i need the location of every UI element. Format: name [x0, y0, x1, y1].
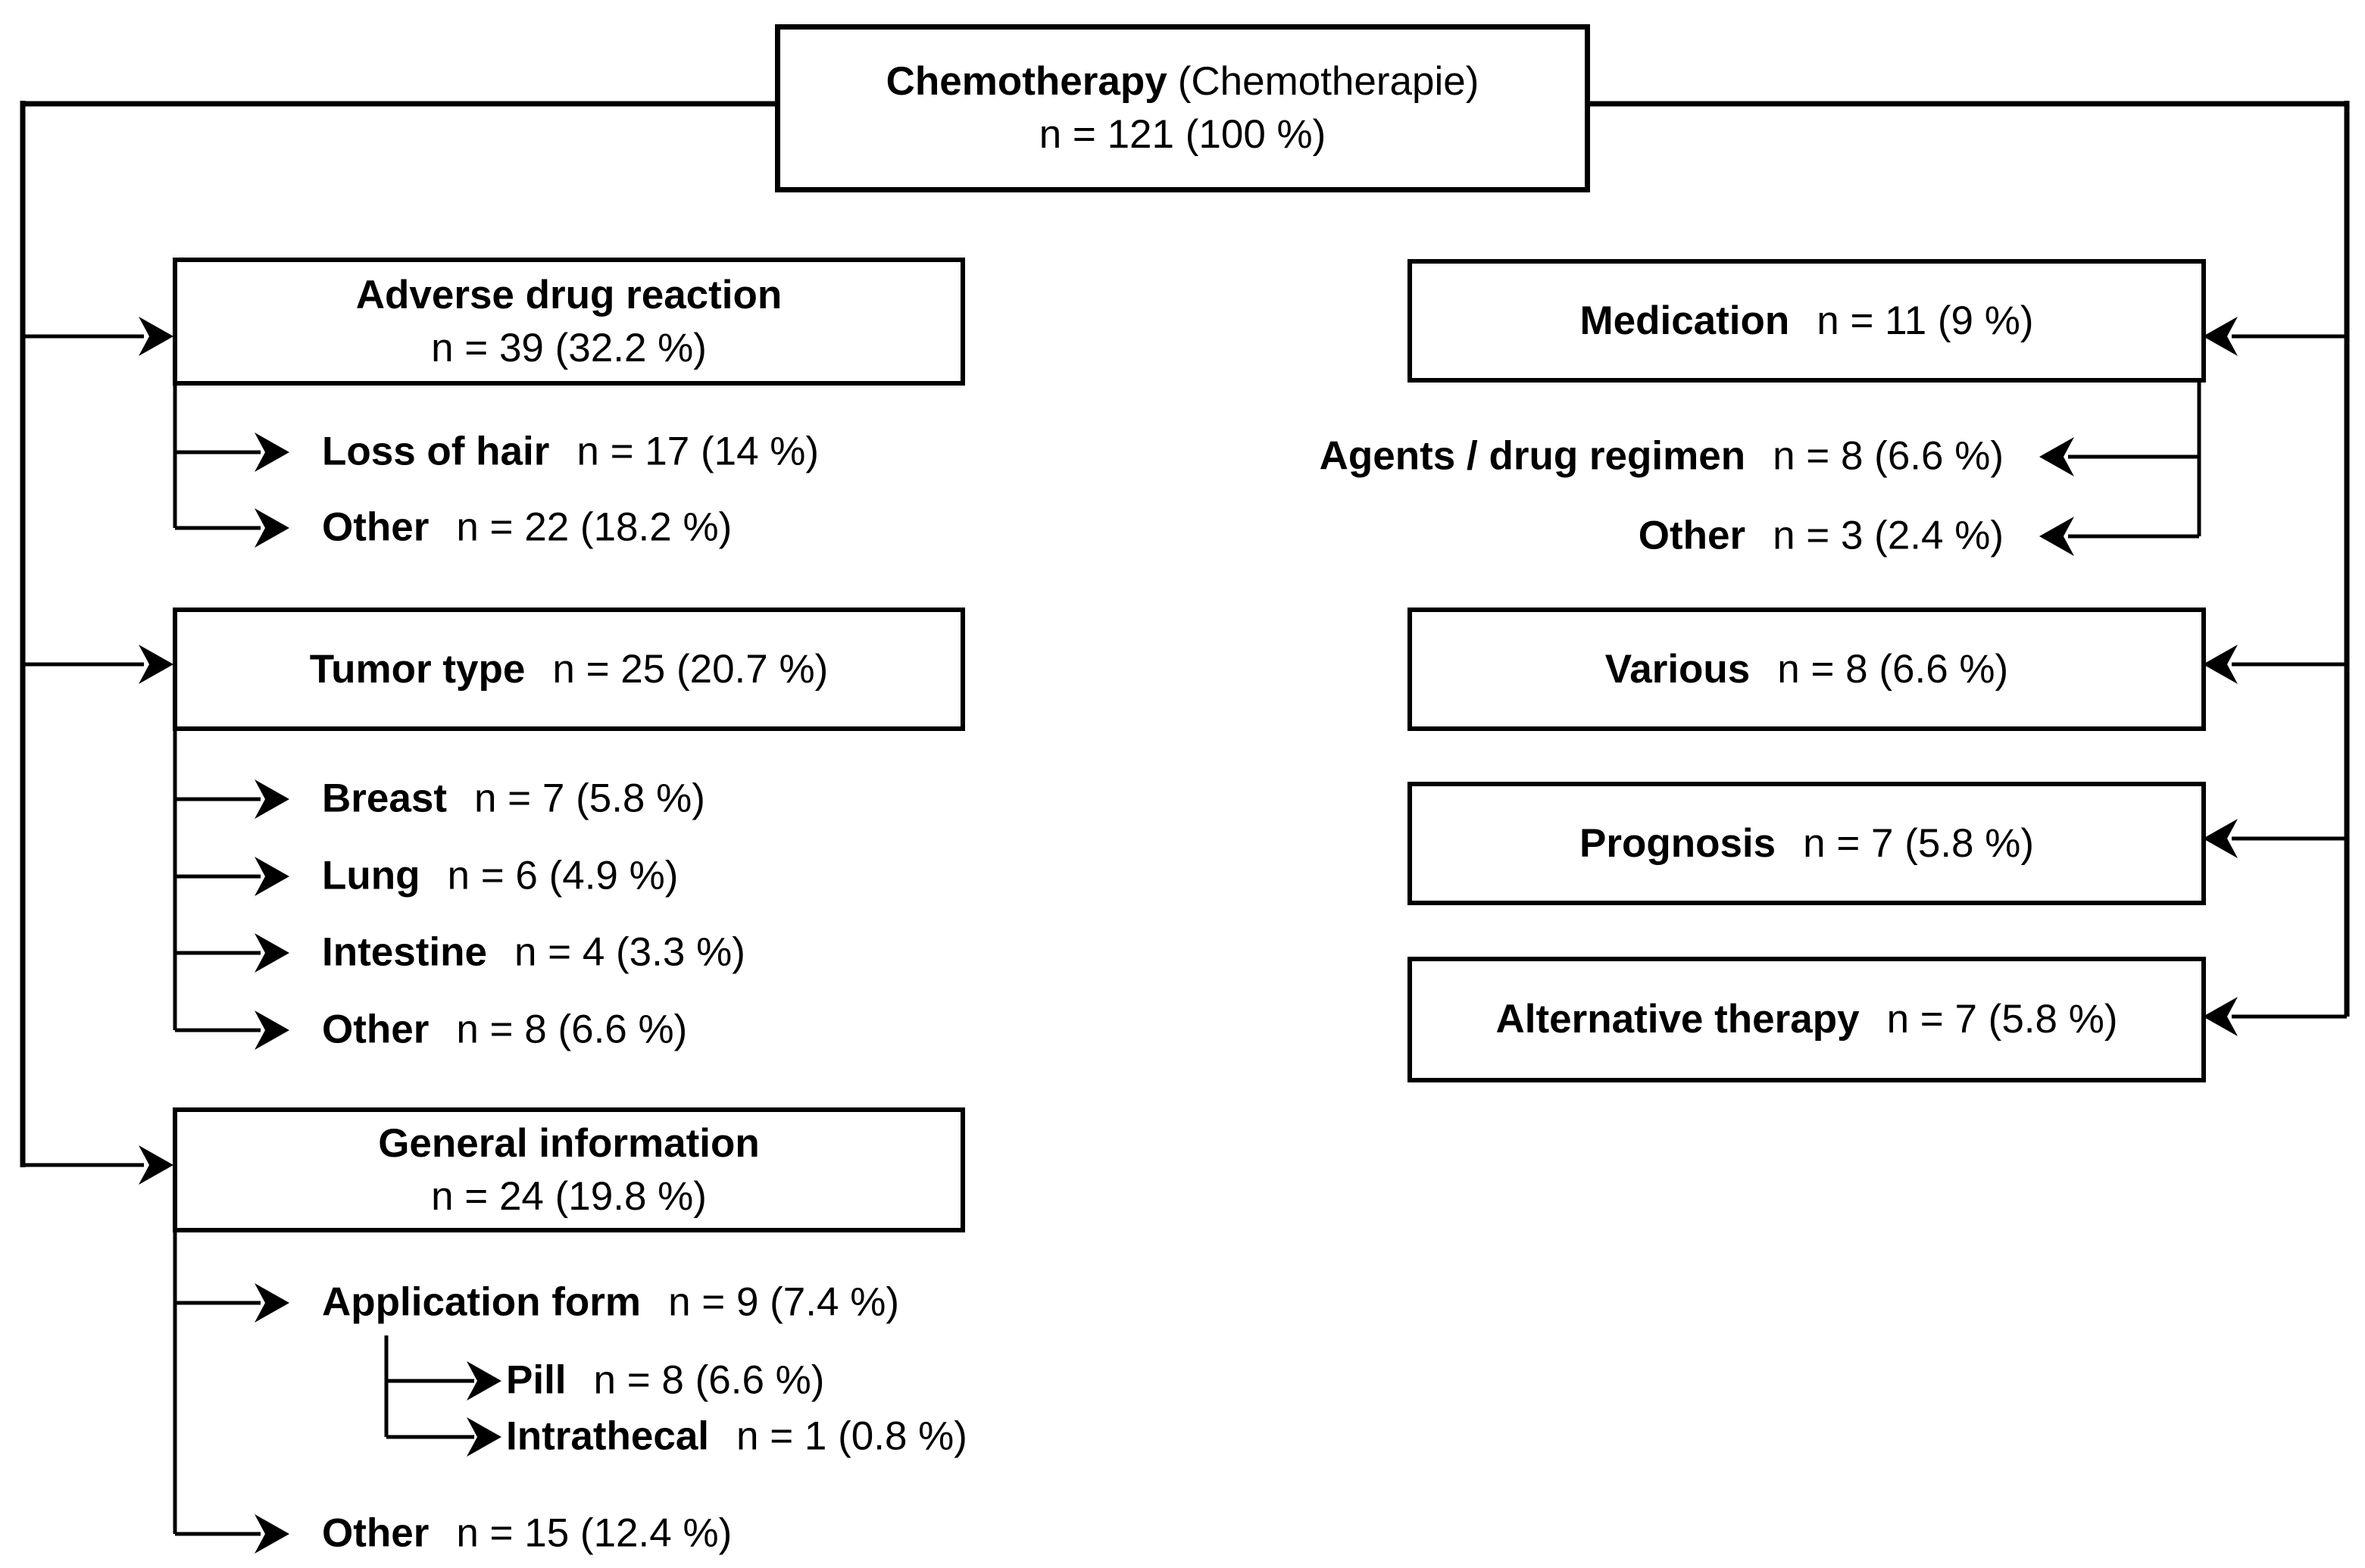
- node-various-count: n = 8 (6.6 %): [1777, 646, 2009, 692]
- item-intestine: Intestine n = 4 (3.3 %): [322, 929, 745, 975]
- item-application-form-count: n = 9 (7.4 %): [668, 1279, 899, 1325]
- item-other-general: Other n = 15 (12.4 %): [322, 1510, 732, 1556]
- node-various-label: Various: [1604, 646, 1751, 692]
- node-chemotherapy-box: Chemotherapy (Chemotherapie) n = 121 (100…: [775, 24, 1590, 192]
- item-agents-drug-regimen: Agents / drug regimen n = 8 (6.6 %): [1320, 433, 2004, 479]
- item-loss-of-hair: Loss of hair n = 17 (14 %): [322, 428, 819, 474]
- item-other-general-count: n = 15 (12.4 %): [456, 1510, 733, 1556]
- node-alternative-therapy-box: Alternative therapy n = 7 (5.8 %): [1407, 957, 2206, 1082]
- node-general-information-box: General information n = 24 (19.8 %): [173, 1107, 965, 1232]
- node-chemotherapy-label-german: (Chemotherapie): [1177, 59, 1479, 105]
- node-various-row: Various n = 8 (6.6 %): [1605, 643, 2008, 696]
- item-other-tumor: Other n = 8 (6.6 %): [322, 1006, 687, 1052]
- node-prognosis-box: Prognosis n = 7 (5.8 %): [1407, 782, 2206, 905]
- item-agents-drug-regimen-label: Agents / drug regimen: [1319, 433, 1746, 479]
- item-pill-count: n = 8 (6.6 %): [593, 1357, 825, 1403]
- node-chemotherapy-title: Chemotherapy (Chemotherapie): [886, 55, 1479, 108]
- item-other-tumor-count: n = 8 (6.6 %): [456, 1007, 688, 1052]
- node-medication-label: Medication: [1579, 298, 1790, 343]
- item-loss-of-hair-label: Loss of hair: [322, 429, 550, 474]
- item-other-adverse-count: n = 22 (18.2 %): [456, 504, 733, 550]
- node-medication-count: n = 11 (9 %): [1817, 298, 2034, 343]
- node-alternative-therapy-row: Alternative therapy n = 7 (5.8 %): [1495, 993, 2117, 1046]
- node-tumor-type-box: Tumor type n = 25 (20.7 %): [173, 608, 965, 731]
- node-medication-box: Medication n = 11 (9 %): [1407, 259, 2206, 383]
- item-other-adverse-label: Other: [322, 504, 430, 550]
- node-adverse-drug-reaction-box: Adverse drug reaction n = 39 (32.2 %): [173, 258, 965, 386]
- node-alternative-therapy-label: Alternative therapy: [1495, 997, 1860, 1042]
- item-breast-count: n = 7 (5.8 %): [473, 776, 705, 821]
- item-lung: Lung n = 6 (4.9 %): [322, 852, 678, 898]
- item-pill: Pill n = 8 (6.6 %): [506, 1357, 824, 1403]
- node-general-information-label: General information: [378, 1120, 760, 1166]
- item-other-medication: Other n = 3 (2.4 %): [1639, 512, 2004, 558]
- item-intestine-label: Intestine: [322, 929, 487, 975]
- item-intrathecal: Intrathecal n = 1 (0.8 %): [506, 1413, 967, 1459]
- node-adverse-drug-reaction-count: n = 39 (32.2 %): [431, 325, 707, 370]
- node-adverse-drug-reaction-label: Adverse drug reaction: [355, 272, 783, 317]
- item-breast: Breast n = 7 (5.8 %): [322, 775, 705, 821]
- node-tumor-type-count: n = 25 (20.7 %): [552, 646, 829, 692]
- node-chemotherapy-label: Chemotherapy: [886, 59, 1167, 105]
- item-intrathecal-count: n = 1 (0.8 %): [736, 1413, 967, 1459]
- node-various-box: Various n = 8 (6.6 %): [1407, 608, 2206, 731]
- item-agents-drug-regimen-count: n = 8 (6.6 %): [1773, 433, 2004, 479]
- node-chemotherapy-count: n = 121 (100 %): [1039, 112, 1326, 157]
- item-intestine-count: n = 4 (3.3 %): [514, 929, 745, 975]
- item-lung-count: n = 6 (4.9 %): [447, 853, 679, 898]
- node-medication-row: Medication n = 11 (9 %): [1579, 295, 2033, 348]
- item-other-medication-count: n = 3 (2.4 %): [1773, 513, 2004, 558]
- item-application-form: Application form n = 9 (7.4 %): [322, 1279, 899, 1325]
- item-other-tumor-label: Other: [322, 1007, 430, 1052]
- item-intrathecal-label: Intrathecal: [506, 1413, 710, 1459]
- item-loss-of-hair-count: n = 17 (14 %): [576, 429, 820, 474]
- node-alternative-therapy-count: n = 7 (5.8 %): [1886, 997, 2118, 1042]
- item-lung-label: Lung: [322, 853, 420, 898]
- item-other-general-label: Other: [322, 1510, 430, 1556]
- item-application-form-label: Application form: [322, 1279, 642, 1325]
- node-tumor-type-label: Tumor type: [309, 646, 526, 692]
- item-other-medication-label: Other: [1638, 513, 1746, 558]
- node-general-information-count: n = 24 (19.8 %): [431, 1173, 707, 1219]
- node-prognosis-row: Prognosis n = 7 (5.8 %): [1579, 817, 2034, 870]
- node-prognosis-label: Prognosis: [1579, 820, 1776, 866]
- item-breast-label: Breast: [322, 776, 447, 821]
- item-other-adverse: Other n = 22 (18.2 %): [322, 504, 732, 550]
- node-prognosis-count: n = 7 (5.8 %): [1803, 820, 2035, 866]
- node-tumor-type-row: Tumor type n = 25 (20.7 %): [310, 643, 829, 696]
- item-pill-label: Pill: [506, 1357, 567, 1403]
